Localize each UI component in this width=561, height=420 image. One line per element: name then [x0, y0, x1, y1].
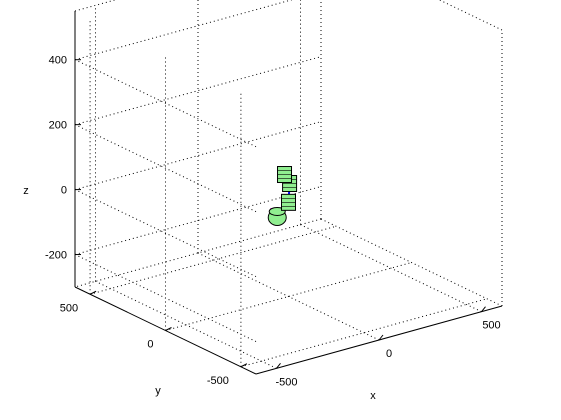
y-tick-label: 0	[147, 339, 153, 351]
box-edge	[74, 218, 322, 288]
x-tick-label: -500	[275, 376, 297, 388]
y-tick	[240, 363, 248, 368]
floor-grid-line	[300, 224, 482, 313]
wall-grid-line	[74, 59, 257, 148]
wall-grid-line	[74, 124, 257, 213]
floor-grid-line	[240, 298, 488, 368]
z-tick-label: 200	[49, 120, 67, 132]
x-tick	[276, 363, 281, 369]
axis-layer: -500 0 500 500 0 -500 400 200 0 -200	[45, 11, 503, 388]
wall-grid-line	[74, 56, 322, 126]
wall-grid-line	[74, 121, 322, 191]
floor-grid-line	[89, 225, 337, 295]
x-tick	[481, 306, 486, 312]
z-axis-label: z	[23, 185, 29, 197]
z-tick-label: 400	[49, 55, 67, 67]
x-tick	[378, 334, 384, 341]
z-tick-label: 0	[61, 185, 67, 197]
y-axis-label: y	[155, 385, 161, 397]
floor-grid-line	[95, 280, 277, 369]
y-tick-label: -500	[207, 375, 229, 387]
box-edge	[320, 218, 503, 307]
floor-grid-line	[197, 252, 380, 341]
x-tick-label: 500	[482, 320, 500, 332]
wall-grid-line	[74, 0, 293, 61]
z-tick-label: -200	[45, 250, 67, 262]
y-tick	[165, 327, 172, 331]
grid-layer	[74, 0, 503, 369]
wall-grid-line	[74, 189, 257, 278]
floor-grid-line	[165, 262, 412, 331]
box-edge	[438, 0, 503, 31]
box-edge	[74, 0, 117, 12]
wall-grid-line	[74, 254, 257, 342]
x-tick-label: 0	[386, 348, 392, 360]
wall-grid-line	[74, 186, 322, 256]
robot-arm	[267, 166, 298, 226]
y-tick	[89, 290, 97, 295]
x-axis-label: x	[370, 390, 376, 402]
y-tick-label: 500	[60, 302, 78, 314]
